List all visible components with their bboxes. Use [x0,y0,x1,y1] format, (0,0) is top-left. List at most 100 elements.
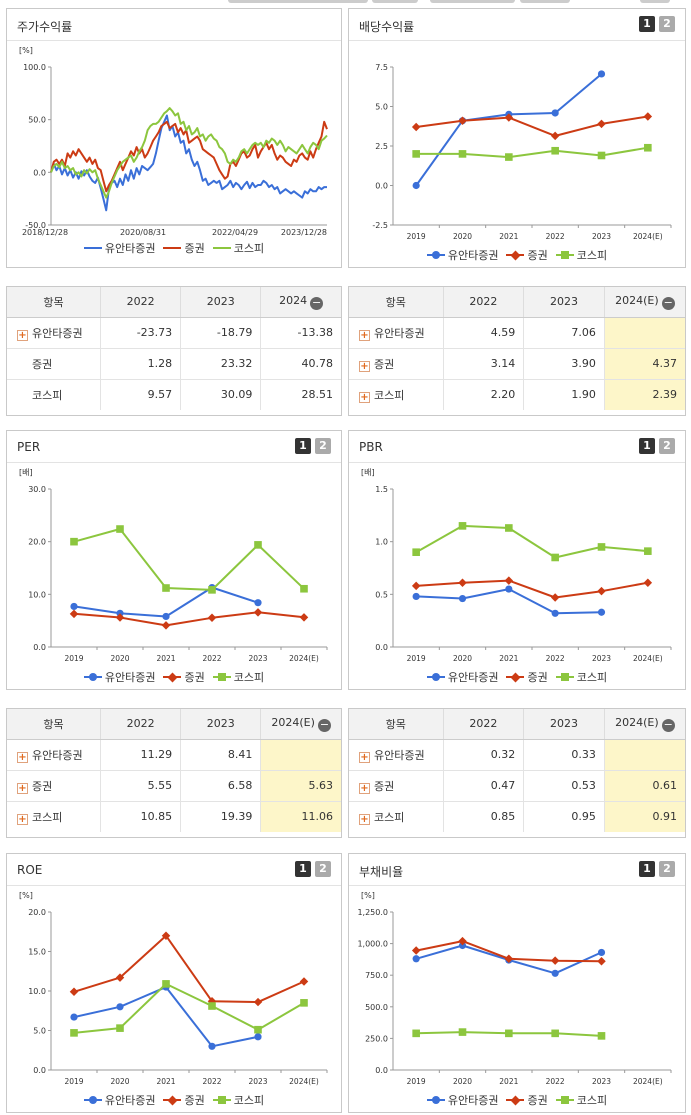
pbr-xtick-label: 2021 [499,654,518,663]
per-legend-marker [217,673,226,681]
price-return-table-value-cell: -18.79 [180,317,261,349]
per-table-row-label: 코스피 [32,810,63,824]
per-toggle-1[interactable]: 1 [295,438,311,454]
price-return-legend: 유안타증권 증권 코스피 [7,240,341,256]
dividend-yield-series-line [415,73,603,187]
price-return-legend-swatch [83,243,102,253]
per-data-point [208,586,216,594]
expand-icon[interactable]: + [359,329,370,341]
expand-icon[interactable]: + [17,329,28,341]
roe-data-point [161,931,171,940]
roe-data-point [116,1003,124,1011]
per-toggle-2[interactable]: 2 [315,438,331,454]
expand-icon[interactable]: + [17,751,28,763]
expand-icon[interactable]: + [359,391,370,403]
per-unit: [배] [19,468,33,477]
roe-ytick-label: 20.0 [28,908,46,917]
dividend-yield-toggle-1[interactable]: 1 [639,16,655,32]
price-return-legend-line [163,247,182,249]
per-legend-label: 유안타증권 [104,671,156,684]
price-return-xtick-label: 2018/12/28 [22,228,68,237]
dividend-yield-toggle-2[interactable]: 2 [659,16,675,32]
expand-icon[interactable]: + [17,813,28,825]
dividend-yield-title: 배당수익률 [359,20,415,34]
price-return-unit: [%] [19,46,33,55]
dividend-table-collapse-icon[interactable]: − [661,295,675,310]
price-return-table-header-cell: 2023 [180,287,261,318]
price-return-table-collapse-icon[interactable]: − [310,295,324,310]
debt-ratio-data-point [551,969,559,977]
pbr-data-point [458,594,467,603]
per-table-collapse-icon[interactable]: − [317,717,331,732]
per-ytick-label: 20.0 [28,538,46,547]
per-table-value-cell: 11.06 [260,801,341,832]
dividend-yield-legend-label: 증권 [527,249,548,262]
roe-data-point [116,1024,124,1032]
expand-icon[interactable]: + [359,751,370,763]
pbr-legend-item: 증권 [506,669,548,685]
dividend-yield-series-line [416,115,648,137]
per-table-header-label: 2022 [126,717,155,731]
per-data-point [253,608,263,617]
price-return-legend-item: 코스피 [212,240,265,256]
roe-toggle-1[interactable]: 1 [295,861,311,877]
debt-ratio-legend-swatch [506,1095,525,1105]
expand-icon[interactable]: + [359,813,370,825]
table-row: + 코스피 2.20 1.90 2.39 [349,379,685,410]
dividend-yield-xtick-label: 2020 [453,232,472,241]
debt-ratio-xtick-label: 2019 [407,1077,426,1086]
pbr-legend-item: 코스피 [555,669,607,685]
roe-legend-label: 유안타증권 [104,1094,156,1107]
pbr-data-point [644,547,652,555]
per-title: PER [17,440,41,454]
debt-ratio-toggle-2[interactable]: 2 [659,861,675,877]
per-title-divider [7,462,341,463]
pbr-data-point [643,578,653,587]
table-row: + 유안타증권 4.59 7.06 [349,317,685,349]
per-legend-swatch [212,672,231,682]
dividend-table: 항목 2022 2023 2024(E) − + 유안타증권 4.59 7.06 + 증권 3.14 3… [348,286,686,416]
pbr-toggle-2[interactable]: 2 [659,438,675,454]
per-table-value-cell: 5.63 [260,770,341,802]
per-xtick-label: 2019 [64,654,83,663]
pbr-table-collapse-icon[interactable]: − [661,717,675,732]
pbr-table-header-cell: 2022 [442,709,524,740]
debt-ratio-toggle-1[interactable]: 1 [639,861,655,877]
pbr-xtick-label: 2024(E) [633,654,663,663]
per-xtick-label: 2021 [156,654,175,663]
per-svg: [배] 30.0 20.0 10.0 0.0 2019 2020 2021 2022 2023 20… [19,468,328,663]
roe-toggle-2[interactable]: 2 [315,861,331,877]
expand-icon[interactable]: + [359,782,370,794]
roe-legend-swatch [163,1095,182,1105]
price-return-legend-label: 코스피 [233,242,265,255]
pbr-xtick-label: 2019 [407,654,426,663]
pbr-xtick-label: 2020 [453,654,472,663]
expand-icon[interactable]: + [17,782,28,794]
per-table-row-label-cell: + 코스피 [7,801,101,832]
dividend-table-value-cell: 3.90 [523,348,605,380]
roe-data-point [69,987,79,997]
pbr-legend-label: 증권 [527,671,548,684]
per-table-header-cell: 항목 [7,709,101,740]
dividend-yield-legend-label: 코스피 [576,249,608,262]
pbr-table-header-label: 2024(E) [615,715,659,729]
per-table-value-cell: 19.39 [180,801,261,832]
dividend-table-row-label: 코스피 [374,388,405,402]
pbr-toggle-1[interactable]: 1 [639,438,655,454]
debt-ratio-svg: [%] 1,250.0 1,000.0 750.0 500.0 250.0 0.0 2019 2… [357,891,672,1086]
per-legend-swatch [163,672,182,682]
debt-ratio-legend-marker [510,1095,521,1105]
roe-legend-marker [167,1095,178,1105]
per-table-row-label: 유안타증권 [32,748,83,762]
roe-data-point [70,1013,78,1021]
roe-legend-label: 증권 [184,1094,205,1107]
expand-icon[interactable]: + [359,360,370,372]
dividend-yield-data-point [643,112,653,121]
dividend-table-header-label: 2023 [550,295,579,309]
debt-ratio-data-point [412,955,420,963]
per-table-header-label: 2023 [206,717,235,731]
dividend-table-row-label: 증권 [374,357,395,371]
dividend-yield-chart-panel: 배당수익률 1 2 7.5 5.0 2.5 0.0 -2.5 2019 2020 2021 2022 2… [348,8,686,268]
